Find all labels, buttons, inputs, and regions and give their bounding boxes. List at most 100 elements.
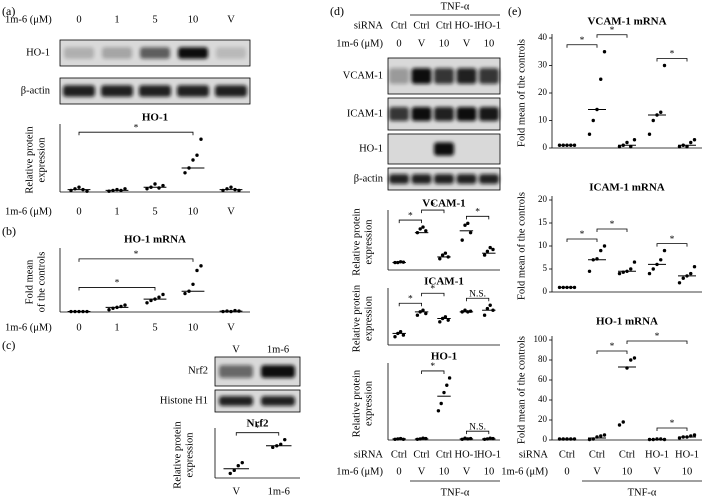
sirna: Ctrl <box>559 449 575 460</box>
data-point <box>415 313 420 317</box>
blot-band <box>215 85 247 97</box>
y-tick-label: 0 <box>543 142 548 152</box>
data-point <box>692 138 697 142</box>
data-point <box>621 420 625 424</box>
sirna: Ctrl <box>413 449 429 460</box>
significance-label: * <box>670 235 675 245</box>
blot-band <box>456 68 477 84</box>
data-point <box>438 320 442 324</box>
y-tick-label: 20 <box>538 194 548 204</box>
x-tick-label: 10 <box>188 322 199 333</box>
significance-bracket <box>235 432 280 436</box>
data-point <box>424 229 428 233</box>
data-point <box>482 313 487 317</box>
y-tick-label: 20 <box>538 414 548 424</box>
dose: 10 <box>622 466 633 477</box>
data-point <box>145 301 149 305</box>
x-tick-label: 1m-6 <box>268 486 290 497</box>
significance-label: N.S. <box>469 289 486 299</box>
data-point <box>587 269 592 273</box>
data-point <box>599 434 603 438</box>
chart-title: VCAM-1 <box>422 198 465 210</box>
significance-label: N.S. <box>469 422 486 432</box>
significance-label: * <box>255 424 260 434</box>
data-point <box>617 271 622 276</box>
y-tick-label: 80 <box>538 354 548 364</box>
data-point <box>442 390 446 395</box>
blot-band <box>479 106 499 122</box>
data-point <box>183 171 187 175</box>
significance-bracket <box>466 430 490 435</box>
blot-band <box>389 68 409 84</box>
y-axis-label: expression <box>363 380 374 426</box>
data-point <box>460 238 464 242</box>
data-point <box>485 249 490 254</box>
data-point <box>659 110 663 114</box>
x-tick-label: 1 <box>114 322 119 333</box>
data-point <box>463 308 467 312</box>
data-point <box>662 248 667 253</box>
significance-label: * <box>430 362 435 372</box>
data-point <box>599 77 603 81</box>
data-point <box>677 281 682 285</box>
dose: 0 <box>396 38 401 49</box>
blot-band <box>389 174 409 184</box>
blot-band <box>434 106 454 122</box>
dose: 1 <box>114 14 119 25</box>
data-point <box>482 253 487 257</box>
significance-bracket <box>78 287 156 291</box>
blot-band <box>102 47 132 59</box>
data-point <box>418 227 422 231</box>
blot-row-label: β-actin <box>354 173 384 184</box>
blot-row-label: HO-1 <box>26 47 50 58</box>
sirna-label: siRNA <box>354 449 384 460</box>
dose: 10 <box>188 14 199 25</box>
y-tick-label: 20 <box>538 87 548 97</box>
data-point <box>440 253 445 257</box>
data-point <box>393 335 397 339</box>
blot-band <box>63 85 95 97</box>
data-point <box>466 221 470 226</box>
significance-bracket <box>466 215 490 220</box>
sirna: HO-1 <box>477 449 501 460</box>
data-point <box>651 118 655 123</box>
y-tick-label: 100 <box>534 334 548 344</box>
sirna: HO-1 <box>455 449 479 460</box>
data-point <box>229 185 233 189</box>
data-point <box>445 383 449 387</box>
y-axis-label: of the controls <box>36 252 47 313</box>
significance-bracket <box>596 350 628 354</box>
sirna: Ctrl <box>619 449 635 460</box>
data-point <box>161 292 165 297</box>
dose: V <box>593 466 601 477</box>
data-point <box>625 140 629 145</box>
dose: V <box>463 466 471 477</box>
y-tick-label: 40 <box>538 32 548 42</box>
data-point <box>438 257 442 261</box>
significance-label: * <box>408 211 413 221</box>
dose-label: 1m-6 (μM) <box>336 466 383 477</box>
x-tick-label: V <box>227 322 235 333</box>
data-point <box>398 330 403 334</box>
data-point <box>677 144 682 149</box>
blot-band <box>456 106 477 122</box>
blot-row-label: β-actin <box>21 85 51 96</box>
blot-band <box>261 365 295 378</box>
data-point <box>85 189 89 193</box>
data-point <box>153 182 157 186</box>
significance-bracket <box>421 292 445 297</box>
y-axis-label: Fold mean <box>24 259 35 304</box>
y-tick-label: 40 <box>538 394 548 404</box>
significance-label: * <box>655 332 660 342</box>
data-point <box>424 311 428 316</box>
dose: V <box>653 466 661 477</box>
data-point <box>271 445 275 450</box>
significance-bracket <box>78 131 194 136</box>
y-tick-label: 5 <box>543 263 548 273</box>
significance-bracket <box>421 370 445 374</box>
sirna: Ctrl <box>391 20 407 31</box>
blot-band <box>139 85 171 97</box>
column-label: 1m-6 <box>267 344 289 355</box>
data-point <box>149 298 153 303</box>
stimulus: TNF-α <box>441 1 470 12</box>
